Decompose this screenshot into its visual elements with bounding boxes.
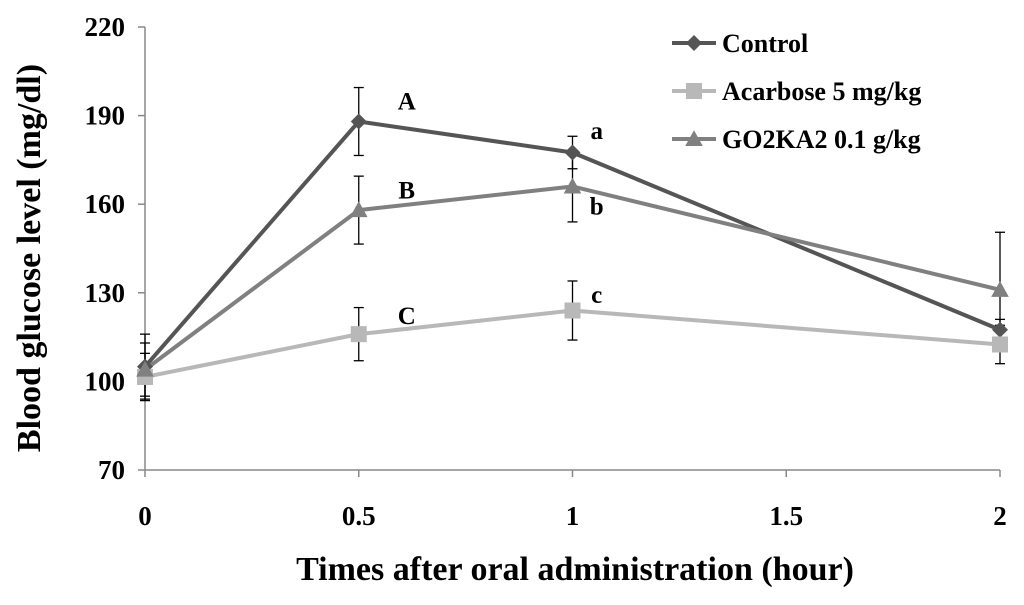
data-point-go2ka2-0-1-g-kg: [136, 360, 154, 377]
legend-marker-acarbose-5-mg-kg: [686, 83, 702, 99]
y-tick-label: 130: [85, 278, 126, 308]
data-point-acarbose-5-mg-kg: [992, 336, 1008, 353]
y-tick-label: 190: [85, 101, 126, 131]
series-line-control: [143, 119, 1001, 368]
series-markers: [136, 113, 1009, 385]
series-lines: [143, 119, 1001, 379]
series-layer: [136, 86, 1009, 402]
significance-label: B: [398, 177, 415, 204]
y-tick-label: 70: [98, 455, 125, 485]
y-tick-label: 160: [85, 189, 126, 219]
significance-label: b: [590, 194, 604, 221]
series-line-acarbose-5-mg-kg: [144, 308, 1001, 379]
x-axis-title: Times after oral administration (hour): [296, 551, 854, 588]
legend-marker-control: [686, 35, 702, 51]
data-point-go2ka2-0-1-g-kg: [349, 201, 368, 218]
x-tick-label: 1.5: [769, 501, 803, 531]
data-point-acarbose-5-mg-kg: [350, 326, 367, 343]
legend-marker-go2ka2-0-1-g-kg: [685, 130, 703, 147]
data-point-go2ka2-0-1-g-kg: [563, 177, 582, 194]
y-tick-label: 220: [85, 12, 126, 42]
legend: Control Acarbose 5 mg/kg GO2KA2 0.1 g/kg: [672, 29, 921, 154]
data-point-control: [564, 144, 581, 161]
y-axis-title: Blood glucose level (mg/dl): [11, 64, 48, 452]
significance-label: c: [591, 282, 602, 309]
series-line-go2ka2-0-1-g-kg: [143, 184, 1001, 372]
annotations: A B Ca b c: [398, 89, 604, 330]
significance-label: A: [398, 89, 416, 116]
x-tick-label: 1: [566, 501, 580, 531]
data-point-acarbose-5-mg-kg: [564, 302, 581, 319]
y-tick-label: 100: [85, 366, 126, 396]
x-tick-label: 2: [993, 501, 1007, 531]
x-tick-label: 0.5: [342, 501, 376, 531]
tick-labels: 70 100 130 160 190 220 0 0.5 1 1.5 2: [85, 12, 1007, 531]
x-tick-label: 0: [138, 501, 152, 531]
significance-label: a: [590, 118, 603, 145]
data-point-control: [992, 321, 1008, 338]
significance-label: C: [398, 303, 416, 330]
legend-label-go2ka2-0-1-g-kg: GO2KA2 0.1 g/kg: [722, 125, 921, 154]
legend-label-acarbose-5-mg-kg: Acarbose 5 mg/kg: [722, 77, 921, 106]
legend-label-control: Control: [722, 29, 808, 58]
data-point-go2ka2-0-1-g-kg: [991, 281, 1009, 297]
data-point-control: [350, 113, 367, 130]
